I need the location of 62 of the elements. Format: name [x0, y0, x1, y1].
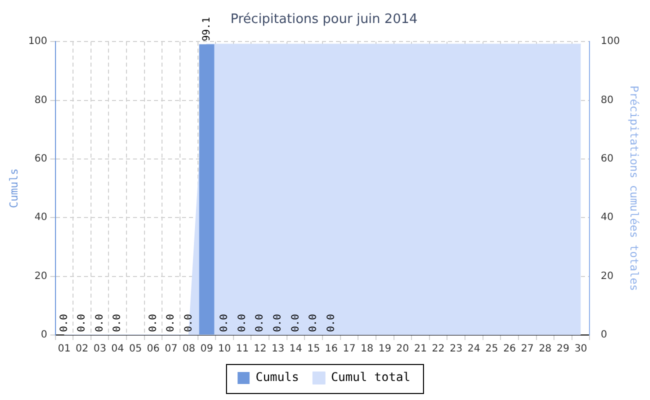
x-tick-label: 14 — [289, 344, 302, 355]
y2-tick-label: 80 — [600, 94, 614, 106]
y-tick-label: 20 — [34, 270, 48, 282]
x-tick-label: 28 — [538, 344, 552, 355]
data-label: 0.0 — [272, 314, 284, 332]
data-label: 0.0 — [76, 314, 88, 332]
data-label: 99.1 — [201, 17, 212, 42]
x-tick-label: 02 — [76, 344, 88, 355]
x-tick-label: 17 — [342, 344, 356, 355]
y2-tick-label: 40 — [600, 212, 614, 224]
x-tick-label: 03 — [93, 344, 106, 355]
x-tick-label: 06 — [146, 344, 160, 355]
x-tick-label: 16 — [325, 344, 338, 355]
x-tick-label: 09 — [200, 344, 214, 355]
data-label: 0.0 — [236, 314, 248, 332]
y2-tick-label: 60 — [600, 154, 614, 165]
legend-label: Cumuls — [256, 370, 299, 384]
x-tick-label: 27 — [520, 344, 534, 355]
data-label: 0.0 — [290, 314, 302, 332]
x-tick-label: 30 — [574, 344, 588, 355]
x-tick-label: 20 — [396, 344, 410, 355]
y-tick-label: 80 — [34, 94, 48, 106]
x-tick-label: 21 — [414, 344, 427, 355]
data-label: 0.0 — [166, 314, 177, 332]
data-label: 0.0 — [183, 314, 194, 332]
x-tick-label: 26 — [503, 344, 516, 355]
data-label: 0.0 — [58, 314, 70, 332]
y-tick-label: 40 — [34, 212, 48, 224]
y-tick-label: 100 — [28, 36, 48, 48]
x-tick-label: 12 — [254, 344, 267, 355]
x-tick-label: 15 — [307, 344, 320, 355]
x-tick-label: 10 — [218, 344, 231, 355]
data-label: 0.0 — [94, 314, 106, 332]
x-tick-label: 29 — [556, 344, 570, 355]
x-tick-label: 08 — [182, 344, 196, 355]
x-tick-label: 01 — [58, 344, 71, 355]
chart-title: Précipitations pour juin 2014 — [230, 12, 418, 28]
data-label: 0.0 — [326, 314, 337, 332]
x-tick-label: 24 — [468, 344, 480, 355]
x-tick-label: 18 — [360, 344, 374, 355]
data-label: 0.0 — [148, 314, 159, 332]
y-axis-title: Cumuls — [7, 168, 20, 208]
x-tick-label: 19 — [378, 344, 392, 355]
x-tick-label: 04 — [111, 344, 124, 355]
data-label: 0.0 — [219, 314, 230, 332]
data-label: 0.0 — [308, 314, 320, 332]
x-tick-label: 23 — [450, 344, 462, 355]
x-tick-label: 05 — [129, 344, 142, 355]
data-label: 0.0 — [254, 314, 266, 332]
y-tick-label: 0 — [40, 330, 48, 341]
x-tick-label: 07 — [164, 344, 178, 355]
legend-label: Cumul total — [330, 370, 410, 384]
y2-tick-label: 20 — [600, 270, 614, 282]
y2-tick-label: 0 — [600, 330, 608, 341]
y2-axis-title: Précipitations cumulées totales — [628, 86, 641, 291]
x-tick-label: 11 — [236, 344, 249, 355]
x-tick-label: 13 — [272, 344, 284, 355]
x-tick-label: 22 — [432, 344, 445, 355]
y2-tick-label: 100 — [600, 36, 620, 48]
data-label: 0.0 — [112, 314, 124, 332]
y-tick-label: 60 — [34, 154, 48, 165]
x-tick-label: 25 — [485, 344, 498, 355]
